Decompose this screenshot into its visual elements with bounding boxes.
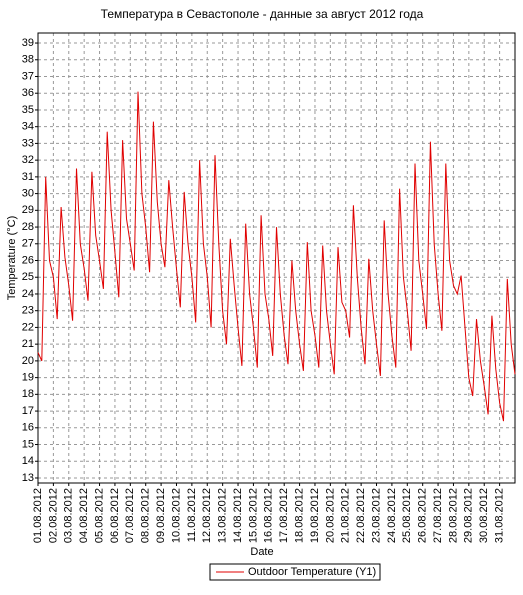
x-tick-label: 28.08.2012 xyxy=(447,488,459,543)
x-tick-label: 10.08.2012 xyxy=(170,488,182,543)
y-tick-label: 21 xyxy=(22,338,34,350)
y-tick-label: 26 xyxy=(22,254,34,266)
x-tick-label: 23.08.2012 xyxy=(370,488,382,543)
y-tick-label: 35 xyxy=(22,104,34,116)
y-tick-label: 29 xyxy=(22,204,34,216)
x-tick-label: 15.08.2012 xyxy=(247,488,259,543)
y-tick-label: 14 xyxy=(22,455,34,467)
y-tick-label: 31 xyxy=(22,171,34,183)
y-tick-label: 25 xyxy=(22,271,34,283)
y-tick-label: 30 xyxy=(22,188,34,200)
y-tick-label: 20 xyxy=(22,355,34,367)
y-tick-label: 28 xyxy=(22,221,34,233)
legend-label: Outdoor Temperature (Y1) xyxy=(248,566,376,578)
y-tick-label: 37 xyxy=(22,70,34,82)
data-line xyxy=(37,91,516,422)
y-tick-label: 33 xyxy=(22,137,34,149)
y-tick-label: 24 xyxy=(22,288,34,300)
x-tick-label: 09.08.2012 xyxy=(155,488,167,543)
y-tick-label: 18 xyxy=(22,388,34,400)
x-tick-label: 03.08.2012 xyxy=(63,488,75,543)
x-tick-label: 07.08.2012 xyxy=(124,488,136,543)
y-tick-label: 36 xyxy=(22,87,34,99)
x-tick-label: 12.08.2012 xyxy=(201,488,213,543)
chart-title: Температура в Севастополе - данные за ав… xyxy=(101,7,424,21)
y-tick-label: 32 xyxy=(22,154,34,166)
y-tick-label: 17 xyxy=(22,405,34,417)
x-tick-label: 25.08.2012 xyxy=(401,488,413,543)
y-tick-label: 39 xyxy=(22,37,34,49)
legend xyxy=(209,563,381,581)
x-tick-label: 14.08.2012 xyxy=(232,488,244,543)
x-tick-label: 26.08.2012 xyxy=(417,488,429,543)
x-tick-label: 22.08.2012 xyxy=(355,488,367,543)
x-tick-label: 20.08.2012 xyxy=(324,488,336,543)
x-tick-label: 16.08.2012 xyxy=(263,488,275,543)
x-tick-label: 17.08.2012 xyxy=(278,488,290,543)
plot-border xyxy=(37,32,516,484)
y-tick-label: 38 xyxy=(22,54,34,66)
x-tick-label: 05.08.2012 xyxy=(93,488,105,543)
x-tick-label: 11.08.2012 xyxy=(186,488,198,542)
x-tick-label: 04.08.2012 xyxy=(78,488,90,543)
y-tick-label: 16 xyxy=(22,422,34,434)
y-tick-label: 34 xyxy=(22,121,34,133)
y-tick-label: 15 xyxy=(22,438,34,450)
y-tick-label: 27 xyxy=(22,238,34,250)
x-tick-label: 29.08.2012 xyxy=(463,488,475,543)
x-tick-label: 08.08.2012 xyxy=(140,488,152,543)
y-axis-label: Temperature (°C) xyxy=(6,216,18,300)
x-tick-label: 31.08.2012 xyxy=(494,488,506,543)
x-tick-label: 21.08.2012 xyxy=(340,488,352,543)
y-tick-label: 19 xyxy=(22,372,34,384)
x-tick-label: 01.08.2012 xyxy=(32,488,44,543)
y-tick-label: 23 xyxy=(22,305,34,317)
y-tick-label: 22 xyxy=(22,321,34,333)
x-tick-label: 27.08.2012 xyxy=(432,488,444,543)
x-tick-label: 06.08.2012 xyxy=(109,488,121,543)
x-tick-label: 30.08.2012 xyxy=(478,488,490,543)
x-tick-label: 13.08.2012 xyxy=(217,488,229,543)
y-tick-label: 13 xyxy=(22,472,34,484)
x-axis-label: Date xyxy=(250,546,273,558)
x-tick-label: 18.08.2012 xyxy=(293,488,305,543)
x-tick-label: 24.08.2012 xyxy=(386,488,398,543)
x-tick-label: 19.08.2012 xyxy=(309,488,321,543)
x-tick-label: 02.08.2012 xyxy=(47,488,59,543)
